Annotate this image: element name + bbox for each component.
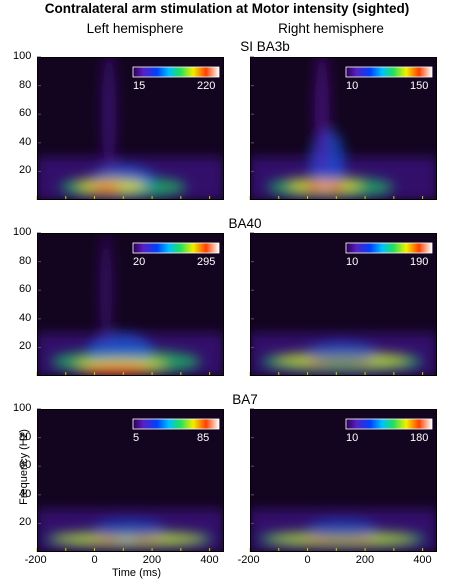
x-tick-label: 0 [91, 554, 98, 566]
heatmap-blob [99, 233, 113, 348]
y-tick-label: 100 [13, 402, 32, 414]
colorbar-min-label: 15 [133, 80, 146, 92]
region-label-ba40: BA40 [228, 216, 262, 231]
colorbar-gradient [345, 418, 433, 430]
heatmap-panel [249, 56, 437, 200]
x-tick-label: 0 [304, 554, 311, 566]
colorbar-max-label: 150 [410, 80, 429, 92]
colorbar [132, 66, 220, 78]
colorbar-max-label: 295 [197, 256, 216, 268]
figure-title: Contralateral arm stimulation at Motor i… [44, 1, 410, 16]
colorbar-gradient [345, 66, 433, 78]
column-header-right: Right hemisphere [278, 21, 384, 36]
heatmap-field [250, 409, 437, 552]
y-tick-label: 40 [19, 135, 32, 148]
y-tick-label: 20 [19, 164, 32, 177]
panel-frame [37, 233, 224, 376]
colorbar-max-label: 180 [410, 432, 429, 444]
heatmap-field [37, 57, 224, 200]
colorbar [132, 418, 220, 430]
panel-frame [37, 57, 224, 200]
y-tick-label: 60 [19, 459, 32, 472]
colorbar [345, 242, 433, 254]
x-tick-label: -200 [24, 554, 47, 566]
colorbar [345, 66, 433, 78]
y-tick-label: 80 [19, 254, 32, 267]
colorbar-max-label: 220 [197, 80, 216, 92]
colorbar [132, 242, 220, 254]
heatmap-blobs [45, 519, 213, 548]
colorbar-min-label: 10 [346, 256, 359, 268]
heatmap-panel [36, 408, 224, 552]
heatmap-panel [36, 232, 224, 376]
x-tick-label: 400 [200, 554, 219, 566]
column-header-left: Left hemisphere [86, 21, 184, 36]
y-tick-label: 60 [19, 107, 32, 120]
colorbar [345, 418, 433, 430]
x-tick-label: 200 [142, 554, 162, 566]
x-axis-label: Time (ms) [112, 567, 162, 579]
y-tick-label: 40 [19, 311, 32, 324]
y-tick-label: 60 [19, 283, 32, 296]
colorbar-min-label: 10 [346, 432, 359, 444]
x-tick-label: 400 [413, 554, 432, 566]
x-tick-label: -200 [237, 554, 260, 566]
heatmap-blob [301, 536, 377, 542]
colorbar-max-label: 85 [197, 432, 210, 444]
y-tick-label: 100 [13, 50, 32, 62]
heatmap-panel [36, 56, 224, 200]
panel-frame [250, 233, 437, 376]
region-label-si-ba3b: SI BA3b [240, 39, 290, 54]
heatmap-blob [314, 57, 330, 179]
heatmap-panel [249, 232, 437, 376]
colorbar-min-label: 20 [133, 256, 146, 268]
colorbar-gradient [132, 242, 220, 254]
heatmap-panel [249, 408, 437, 552]
y-tick-label: 20 [19, 516, 32, 529]
heatmap-blob [90, 184, 122, 193]
y-tick-label: 80 [19, 430, 32, 443]
region-label-ba7: BA7 [232, 392, 258, 407]
colorbar-min-label: 5 [133, 432, 140, 444]
heatmap-blobs [258, 519, 426, 548]
panel-frame [250, 409, 437, 552]
x-tick-label: 200 [355, 554, 375, 566]
y-tick-label: 20 [19, 340, 32, 353]
heatmap-blobs [60, 57, 187, 198]
heatmap-field [37, 233, 224, 376]
colorbar-gradient [345, 242, 433, 254]
heatmap-field [37, 409, 224, 552]
heatmap-field [250, 233, 437, 376]
heatmap-blobs [267, 57, 394, 198]
heatmap-blobs [51, 233, 201, 375]
heatmap-blob [94, 519, 164, 540]
heatmap-blobs [261, 341, 423, 372]
panel-frame [250, 57, 437, 200]
y-tick-label: 80 [19, 78, 32, 91]
y-tick-label: 100 [13, 226, 32, 238]
y-tick-label: 40 [19, 487, 32, 500]
heatmap-blob [319, 184, 331, 190]
heatmap-blob [307, 519, 377, 540]
colorbar-max-label: 190 [410, 256, 429, 268]
panel-frame [37, 409, 224, 552]
colorbar-gradient [132, 66, 220, 78]
heatmap-field [250, 57, 437, 200]
colorbar-min-label: 10 [346, 80, 359, 92]
heatmap-blob [85, 365, 150, 375]
colorbar-gradient [132, 418, 220, 430]
heatmap-blob [307, 341, 377, 365]
heatmap-blob [101, 57, 117, 179]
